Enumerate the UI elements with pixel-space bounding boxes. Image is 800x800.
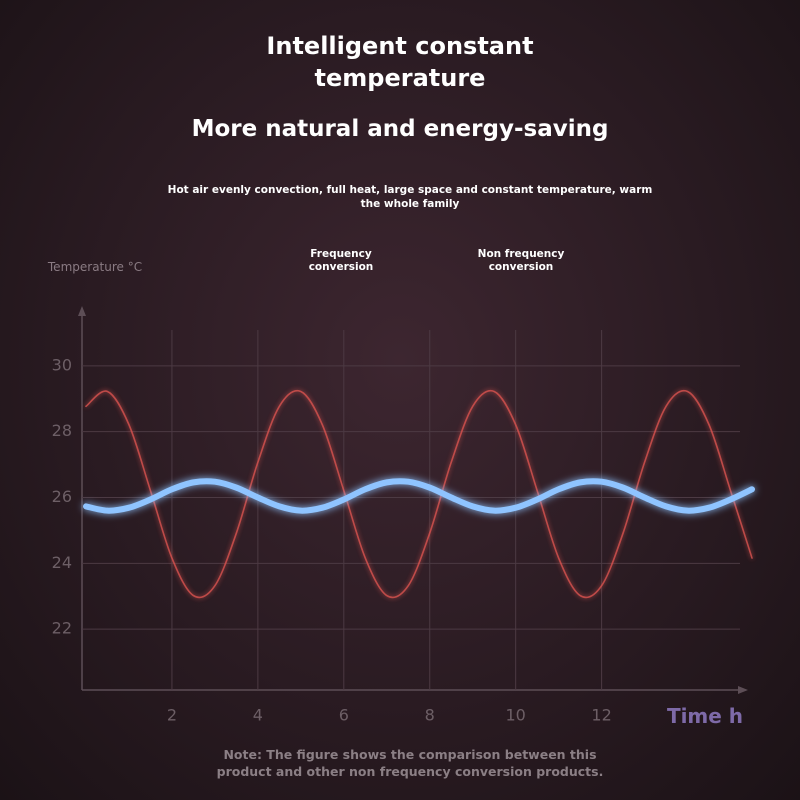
x-tick-label: 10: [505, 706, 525, 725]
x-tick-label: 12: [591, 706, 611, 725]
subtitle: More natural and energy-saving: [191, 116, 609, 142]
x-tick-label: 4: [253, 706, 263, 725]
note: Note: The figure shows the comparison be…: [216, 747, 604, 779]
x-tick-label: 8: [425, 706, 435, 725]
series-line: [85, 389, 753, 599]
legend-label: Non frequency conversion: [477, 248, 565, 273]
y-tick-label: 26: [52, 487, 72, 506]
x-tick-label: 2: [167, 706, 177, 725]
y-tick-label: 22: [52, 619, 72, 638]
legend-label: Frequency conversion: [308, 248, 374, 273]
x-axis-label: Time h: [666, 704, 744, 728]
y-tick-label: 28: [52, 421, 72, 440]
y-axis-arrow: [78, 306, 86, 316]
y-axis-label: Temperature °C: [47, 260, 143, 274]
series-line: [83, 478, 755, 514]
description: Hot air evenly convection, full heat, la…: [167, 184, 653, 210]
x-tick-label: 6: [339, 706, 349, 725]
y-tick-label: 30: [52, 355, 72, 374]
title: Intelligent constant temperature: [266, 32, 534, 92]
x-axis-arrow: [738, 686, 748, 694]
y-tick-label: 24: [52, 553, 72, 572]
